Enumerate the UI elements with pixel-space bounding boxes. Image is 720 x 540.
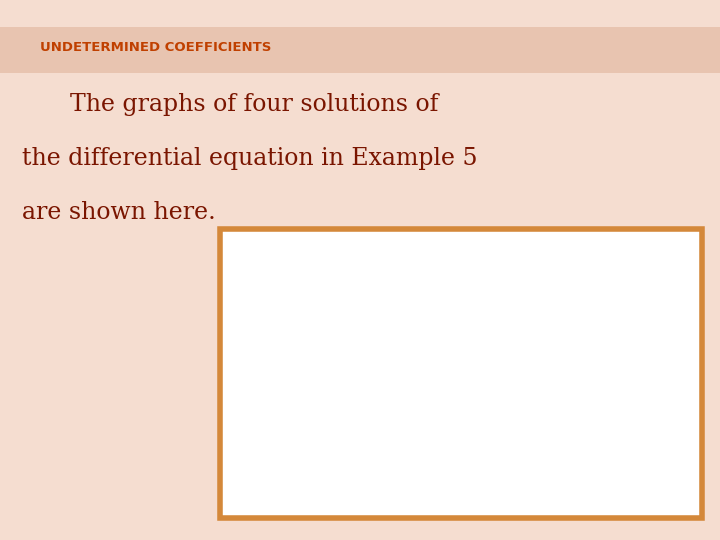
Text: $2\pi$: $2\pi$: [582, 359, 600, 373]
FancyBboxPatch shape: [0, 27, 720, 73]
Text: $y_p$: $y_p$: [489, 370, 550, 409]
Text: the differential equation in Example 5: the differential equation in Example 5: [22, 147, 477, 170]
Text: are shown here.: are shown here.: [22, 201, 215, 224]
Text: UNDETERMINED COEFFICIENTS: UNDETERMINED COEFFICIENTS: [40, 40, 271, 54]
Text: $4$: $4$: [470, 252, 480, 266]
Text: The graphs of four solutions of: The graphs of four solutions of: [40, 93, 438, 116]
Text: $-4$: $-4$: [464, 465, 486, 480]
Text: $-2\pi$: $-2\pi$: [338, 359, 369, 373]
Text: © Thomson Higher Education: © Thomson Higher Education: [227, 510, 320, 516]
